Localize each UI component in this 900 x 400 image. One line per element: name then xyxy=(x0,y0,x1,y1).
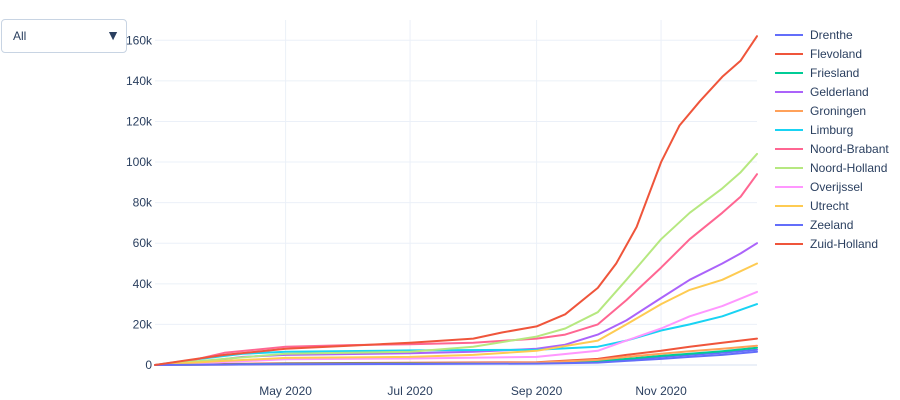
legend-item-utrecht[interactable]: Utrecht xyxy=(775,199,849,213)
y-tick-label: 20k xyxy=(133,317,153,331)
triangle-down-icon[interactable]: ▼ xyxy=(106,27,120,43)
legend-item-gelderland[interactable]: Gelderland xyxy=(775,85,869,99)
y-tick-label: 160k xyxy=(126,33,153,47)
legend-label: Zuid-Holland xyxy=(810,237,878,251)
legend-label: Noord-Holland xyxy=(810,161,887,175)
legend-label: Zeeland xyxy=(810,218,853,232)
series-line-overijssel xyxy=(154,290,758,366)
x-tick-label: May 2020 xyxy=(259,384,312,398)
legend-label: Flevoland xyxy=(810,47,862,61)
legend-item-overijssel[interactable]: Overijssel xyxy=(775,180,863,194)
legend-label: Gelderland xyxy=(810,85,869,99)
legend-label: Noord-Brabant xyxy=(810,142,889,156)
x-tick-label: Sep 2020 xyxy=(511,384,563,398)
legend-label: Utrecht xyxy=(810,199,849,213)
series-line-noord-holland xyxy=(154,152,758,366)
legend-item-noord-brabant[interactable]: Noord-Brabant xyxy=(775,142,889,156)
series-line-noord-brabant xyxy=(154,173,758,366)
legend-item-drenthe[interactable]: Drenthe xyxy=(775,28,853,42)
legend-item-limburg[interactable]: Limburg xyxy=(775,123,853,137)
y-tick-label: 140k xyxy=(126,74,153,88)
axis-layer: May 2020 Jul 2020 Sep 2020 Nov 2020 0 20k 40k 6… xyxy=(126,33,687,398)
y-tick-label: 60k xyxy=(133,236,153,250)
series-line-zuid-holland xyxy=(154,35,758,366)
y-tick-label: 120k xyxy=(126,114,153,128)
x-tick-label: Jul 2020 xyxy=(387,384,433,398)
grid-layer xyxy=(155,20,757,366)
series-layer xyxy=(154,35,758,366)
legend-item-zeeland[interactable]: Zeeland xyxy=(775,218,853,232)
legend-item-friesland[interactable]: Friesland xyxy=(775,66,859,80)
legend-item-flevoland[interactable]: Flevoland xyxy=(775,47,862,61)
legend-label: Overijssel xyxy=(810,180,863,194)
legend-item-groningen[interactable]: Groningen xyxy=(775,104,866,118)
dropdown-selected-value: All xyxy=(13,29,27,43)
series-line-utrecht xyxy=(154,262,758,366)
legend[interactable]: Drenthe Flevoland Friesland Gelderland Groni… xyxy=(775,28,889,251)
legend-item-zuid-holland[interactable]: Zuid-Holland xyxy=(775,237,878,251)
legend-item-noord-holland[interactable]: Noord-Holland xyxy=(775,161,887,175)
y-tick-label: 80k xyxy=(133,196,153,210)
y-tick-label: 40k xyxy=(133,277,153,291)
x-tick-label: Nov 2020 xyxy=(635,384,687,398)
legend-label: Friesland xyxy=(810,66,859,80)
region-dropdown[interactable]: All ▼ xyxy=(1,19,127,53)
legend-label: Limburg xyxy=(810,123,853,137)
legend-label: Groningen xyxy=(810,104,866,118)
series-line-zeeland xyxy=(154,350,758,366)
legend-label: Drenthe xyxy=(810,28,853,42)
y-tick-label: 100k xyxy=(126,155,153,169)
y-tick-label: 0 xyxy=(145,358,152,372)
